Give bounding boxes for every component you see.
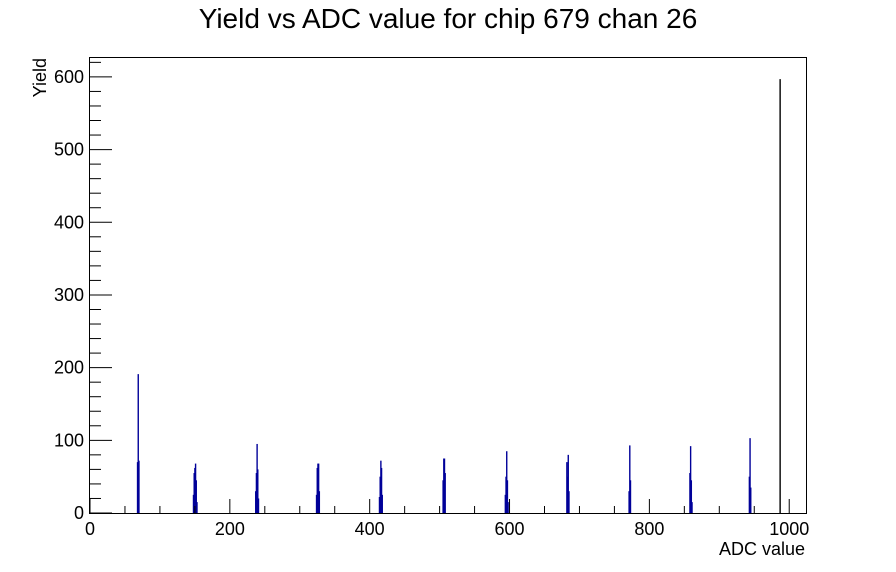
x-axis: 0 200 400 600 800 1000 (85, 499, 809, 539)
y-tick-label: 300 (54, 285, 84, 305)
x-tick-label: 400 (355, 519, 385, 539)
x-tick-label: 600 (495, 519, 525, 539)
y-tick-label: 500 (54, 140, 84, 160)
y-tick-label: 600 (54, 67, 84, 87)
x-tick-label: 200 (215, 519, 245, 539)
x-axis-label: ADC value (719, 539, 805, 559)
chart-title: Yield vs ADC value for chip 679 chan 26 (199, 3, 698, 34)
y-axis: 0 100 200 300 400 500 600 (54, 61, 112, 523)
x-tick-label: 0 (85, 519, 95, 539)
y-tick-label: 200 (54, 358, 84, 378)
y-tick-label: 0 (74, 503, 84, 523)
bar-group (136, 79, 781, 513)
x-tick-label: 1000 (769, 519, 809, 539)
plot-frame (89, 57, 807, 514)
y-tick-label: 100 (54, 430, 84, 450)
y-axis-label: Yield (30, 58, 50, 97)
y-tick-label: 400 (54, 212, 84, 232)
x-tick-label: 800 (634, 519, 664, 539)
